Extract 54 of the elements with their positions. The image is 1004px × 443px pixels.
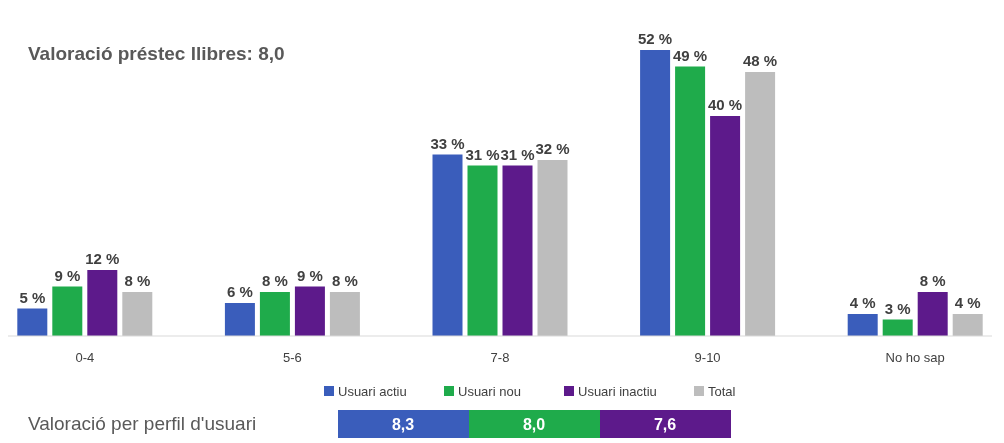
bar xyxy=(537,160,568,336)
data-label: 33 % xyxy=(430,134,465,152)
bar xyxy=(122,292,153,336)
bar xyxy=(847,314,878,336)
bar xyxy=(17,308,48,336)
data-label: 9 % xyxy=(296,266,323,284)
data-label: 6 % xyxy=(226,283,253,300)
bar xyxy=(294,286,325,336)
bar xyxy=(432,154,463,336)
text: 8,3 xyxy=(391,416,415,433)
chart-title: Valoració préstec llibres: 8,0 xyxy=(28,43,285,64)
data-label: 8 % xyxy=(261,272,288,289)
bar xyxy=(329,292,360,336)
bar xyxy=(87,270,118,336)
data-label: 49 % xyxy=(672,46,708,64)
data-label: 3 % xyxy=(884,299,911,317)
data-label: 31 % xyxy=(500,145,535,163)
legend-label: Usuari nou xyxy=(458,384,521,399)
bar xyxy=(882,319,913,336)
bar xyxy=(52,286,83,336)
bar xyxy=(259,292,290,336)
text: 7,6 xyxy=(653,416,677,433)
data-label: 8 % xyxy=(919,272,946,289)
x-tick-label: 5-6 xyxy=(283,350,302,365)
bar xyxy=(745,72,776,336)
data-label: 8 % xyxy=(331,272,358,289)
text: 8,0 xyxy=(522,416,546,433)
bar xyxy=(502,165,533,336)
data-label: 32 % xyxy=(535,140,570,157)
data-label: 9 % xyxy=(54,266,81,284)
x-tick-label: 0-4 xyxy=(75,350,95,365)
data-label: 8 % xyxy=(124,272,151,289)
bar xyxy=(640,50,671,336)
data-label: 52 % xyxy=(637,30,673,47)
x-tick-label: No ho sap xyxy=(885,350,945,365)
data-label: 5 % xyxy=(19,288,46,306)
bar xyxy=(224,303,255,336)
legend-label: Usuari inactiu xyxy=(578,384,657,399)
legend-label: Usuari actiu xyxy=(338,384,407,399)
data-label: 40 % xyxy=(707,96,743,113)
bar xyxy=(675,66,706,336)
x-tick-label: 9-10 xyxy=(694,350,721,365)
data-label: 48 % xyxy=(742,52,778,69)
data-label: 4 % xyxy=(849,294,876,311)
bar xyxy=(952,314,983,336)
bar xyxy=(917,292,948,336)
legend-label: Total xyxy=(708,384,736,399)
x-tick-label: 7-8 xyxy=(490,350,510,365)
data-label: 4 % xyxy=(954,294,981,311)
data-label: 12 % xyxy=(85,250,120,267)
text: Valoració per perfil d'usuari xyxy=(28,413,257,434)
data-label: 31 % xyxy=(465,145,500,163)
bar xyxy=(467,165,498,336)
bar xyxy=(710,116,741,336)
